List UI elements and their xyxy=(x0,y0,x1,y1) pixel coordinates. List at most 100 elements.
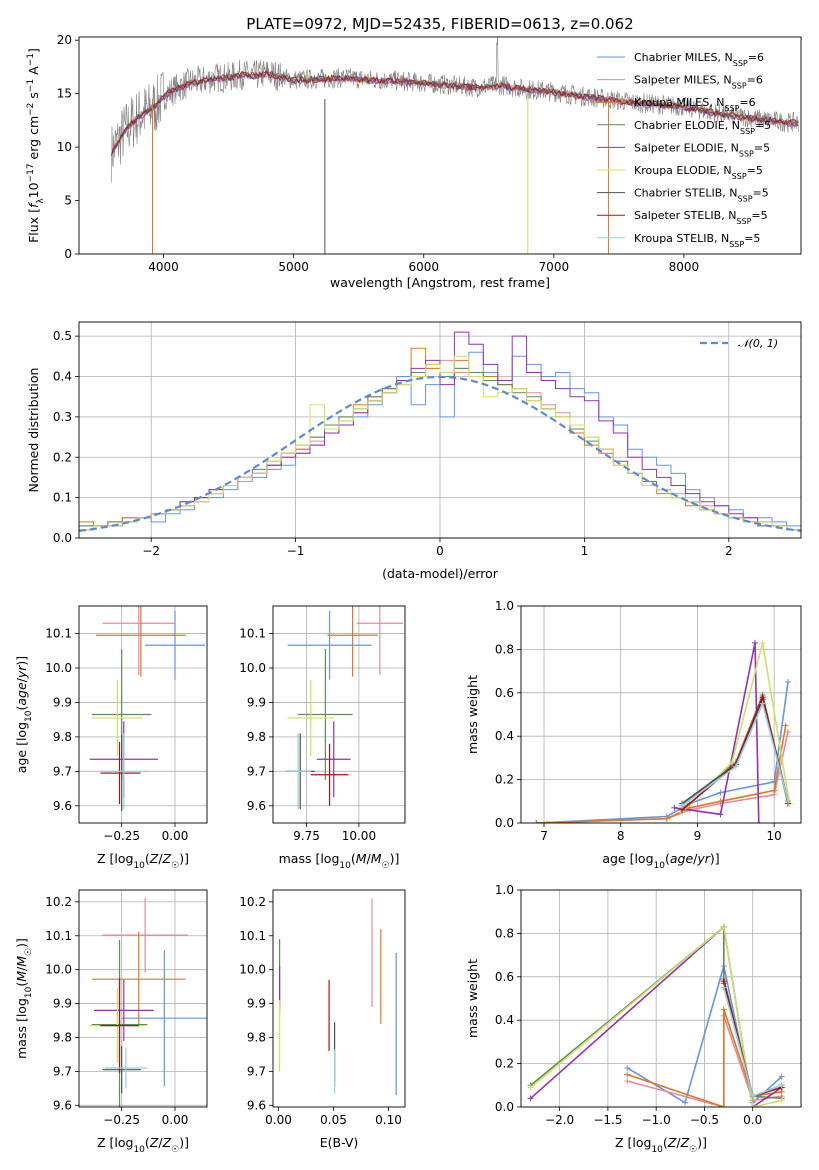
weight-vs-Z-ytick-label: 0.2 xyxy=(495,1057,514,1071)
weight-vs-Z-marker xyxy=(720,984,727,991)
age-vs-mass-point xyxy=(285,733,311,810)
mass-vs-EBV-errorbars xyxy=(279,898,397,1096)
spectrum-ylabel: Flux [fλ10−17 erg cm−2 s−1 A−1] xyxy=(26,48,46,243)
weight-vs-age-marker xyxy=(784,728,791,735)
weight-vs-Z-marker xyxy=(749,1093,756,1100)
weight-vs-age-series xyxy=(533,678,791,823)
weight-vs-age-marker xyxy=(759,700,766,707)
spectrum-axes: 4000 5000 6000 7000 8000 0 5 10 15 20 xyxy=(57,33,699,274)
residuals-ylabel: Normed distribution xyxy=(26,368,41,493)
mass-vs-Z-point xyxy=(91,931,186,1027)
weight-vs-age-ytick-label: 0.8 xyxy=(495,642,514,656)
legend-entry: Salpeter STELIB, NSSP=5 xyxy=(634,209,768,226)
mass-vs-Z-ytick-label: 9.6 xyxy=(53,1098,72,1112)
weight-vs-Z-ylabel: mass weight xyxy=(465,959,480,1038)
weight-vs-Z-marker xyxy=(720,1006,727,1013)
weight-vs-age-ytick-label: 0.4 xyxy=(495,729,514,743)
age-vs-Z-frame xyxy=(78,605,208,824)
mass-vs-Z-axes: −0.25 0.00 9.6 9.7 9.8 9.9 10.0 10.1 10.2 xyxy=(45,890,207,1127)
spectrum-ytick-label: 15 xyxy=(57,87,72,101)
age-vs-Z-point xyxy=(100,742,139,805)
weight-vs-age-marker xyxy=(755,820,762,823)
spectrum-xlabel: wavelength [Angstrom, rest frame] xyxy=(330,275,550,290)
weight-vs-age-marker xyxy=(533,820,540,823)
weight-vs-age-ytick-label: 0.2 xyxy=(495,773,514,787)
weight-vs-age-marker xyxy=(782,722,789,729)
residuals-xlabel: (data-model)/error xyxy=(382,566,499,581)
age-vs-Z-ytick-label: 10.0 xyxy=(45,661,72,675)
mass-vs-Z-point xyxy=(121,950,207,1086)
age-vs-Z-ytick-label: 9.6 xyxy=(53,799,72,813)
mass-vs-Z-xlabel: Z [log10(Z/Z☉)] xyxy=(97,1135,189,1155)
mass-vs-Z-errorbars xyxy=(89,897,207,1107)
mass-vs-Z-ytick-label: 10.0 xyxy=(45,963,72,977)
residuals-frame xyxy=(78,321,802,539)
spectrum-xtick-label: 7000 xyxy=(539,260,570,274)
legend-entry: Kroupa ELODIE, NSSP=5 xyxy=(634,164,763,181)
weight-vs-age-series-line xyxy=(681,701,789,807)
age-vs-mass-ytick-label: 10.0 xyxy=(239,661,266,675)
age-vs-mass-point xyxy=(310,743,349,806)
mass-vs-EBV-xtick-label: 0.05 xyxy=(320,1113,347,1127)
mass-vs-EBV-ytick-label: 10.1 xyxy=(239,929,266,943)
legend-entry: Chabrier ELODIE, NSSP=5 xyxy=(634,119,771,136)
weight-vs-Z-ytick-label: 0.0 xyxy=(495,1100,514,1114)
residuals-ytick-label: 0.1 xyxy=(53,491,72,505)
mass-vs-EBV-ytick-label: 10.0 xyxy=(239,963,266,977)
weight-vs-Z-lines xyxy=(527,923,785,1107)
weight-vs-age-series-line xyxy=(681,642,791,813)
age-vs-Z-point xyxy=(145,610,205,680)
weight-vs-age-marker xyxy=(771,787,778,794)
age-vs-mass-xlabel: mass [log10(M/M☉)] xyxy=(279,851,400,871)
mass-vs-Z-point xyxy=(93,979,154,1041)
mass-vs-EBV-ytick-label: 10.2 xyxy=(239,895,266,909)
age-vs-Z-errorbars xyxy=(89,606,205,811)
mass-vs-EBV-xtick-label: 0.00 xyxy=(265,1113,292,1127)
weight-vs-age-marker xyxy=(751,639,758,646)
age-vs-mass-point xyxy=(356,606,403,675)
legend-entry: Chabrier MILES, NSSP=6 xyxy=(634,51,764,68)
residuals-xtick-label: 0 xyxy=(436,544,444,558)
residuals-ytick-label: 0.2 xyxy=(53,450,72,464)
weight-vs-age-marker xyxy=(784,678,791,685)
mass-vs-Z-point xyxy=(102,897,188,973)
mass-vs-Z-frame xyxy=(78,889,208,1108)
mass-vs-EBV-axes: 0.00 0.05 0.10 9.6 9.7 9.8 9.9 10.0 10.1 10.2 xyxy=(239,895,402,1127)
spectrum-ytick-label: 20 xyxy=(57,33,72,47)
weight-vs-Z-series-line xyxy=(530,925,782,1107)
weight-vs-age-xtick-label: 10 xyxy=(767,829,782,843)
weight-vs-age-ylabel: mass weight xyxy=(465,675,480,754)
mass-vs-Z-point xyxy=(100,978,139,1074)
age-vs-Z-xlabel: Z [log10(Z/Z☉)] xyxy=(97,851,189,871)
spectrum-model-line xyxy=(111,70,799,156)
age-vs-Z-point xyxy=(102,606,175,675)
age-vs-mass-xtick-label: 10.00 xyxy=(342,829,376,843)
mass-vs-Z-ytick-label: 9.7 xyxy=(53,1064,72,1078)
weight-vs-Z-xtick-label: −1.5 xyxy=(593,1113,622,1127)
residuals-xtick-label: −2 xyxy=(142,544,160,558)
weight-vs-age-series-line xyxy=(536,725,787,823)
residuals-axes: −2 −1 0 1 2 0.0 0.1 0.2 0.3 0.4 0.5 xyxy=(53,322,801,558)
weight-vs-age-marker xyxy=(717,789,724,796)
residuals-xtick-label: 1 xyxy=(581,544,589,558)
mass-vs-Z-xtick-label: −0.25 xyxy=(103,1113,140,1127)
age-vs-Z-ytick-label: 9.9 xyxy=(53,695,72,709)
weight-vs-age-ytick-label: 1.0 xyxy=(495,599,514,613)
age-vs-Z-ytick-label: 9.7 xyxy=(53,764,72,778)
legend-entry: Salpeter MILES, NSSP=6 xyxy=(634,74,763,91)
mass-vs-EBV-ytick-label: 9.8 xyxy=(247,1030,266,1044)
age-vs-Z-ytick-label: 9.8 xyxy=(53,730,72,744)
age-vs-Z-xtick-label: 0.00 xyxy=(162,829,189,843)
weight-vs-age-ytick-label: 0.6 xyxy=(495,686,514,700)
figure-title: PLATE=0972, MJD=52435, FIBERID=0613, z=0… xyxy=(246,15,633,33)
mass-vs-Z-ytick-label: 10.2 xyxy=(45,895,72,909)
mass-vs-EBV-ytick-label: 9.6 xyxy=(247,1098,266,1112)
weight-vs-Z-marker xyxy=(624,1064,631,1071)
age-vs-mass-frame xyxy=(272,605,406,824)
spectrum-frame xyxy=(78,36,802,255)
residuals-ytick-label: 0.0 xyxy=(53,531,72,545)
age-vs-Z-axes: −0.25 0.00 9.6 9.7 9.8 9.9 10.0 10.1 xyxy=(45,606,207,843)
residuals-xtick-label: −1 xyxy=(287,544,305,558)
weight-vs-age-series xyxy=(671,639,762,823)
